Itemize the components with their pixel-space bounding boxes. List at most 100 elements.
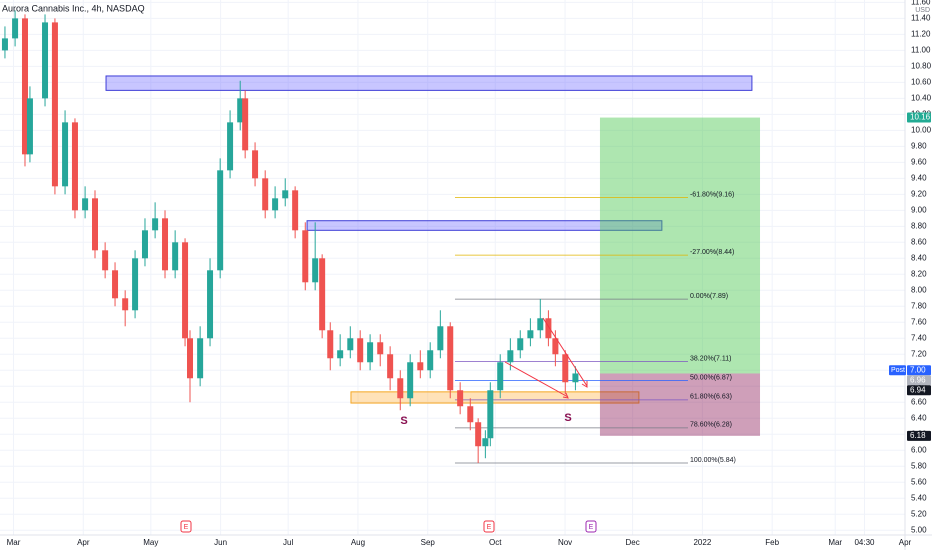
y-tick-label: 11.20 xyxy=(911,29,931,38)
zone xyxy=(306,220,663,231)
zone xyxy=(105,75,753,91)
fib-label: -27.00%(8.44) xyxy=(690,249,734,256)
x-tick-label: Nov xyxy=(558,538,572,547)
candle-body xyxy=(482,438,489,447)
price-badge xyxy=(907,430,931,441)
zone xyxy=(350,391,640,404)
x-tick-label: Feb xyxy=(765,538,779,547)
candle-body xyxy=(517,338,524,351)
fib-label: -61.80%(9.16) xyxy=(690,191,734,198)
y-tick-label: 8.20 xyxy=(911,269,927,278)
fib-label: 38.20%(7.11) xyxy=(690,355,732,362)
y-tick-label: 10.60 xyxy=(911,77,932,86)
event-icons: E E E xyxy=(180,520,597,533)
y-tick-label: 7.60 xyxy=(911,317,927,326)
event-icon: E xyxy=(589,524,594,531)
price-badge xyxy=(907,375,931,386)
candle-body xyxy=(367,342,374,363)
y-tick-label: 5.00 xyxy=(911,525,927,534)
candle-body xyxy=(292,190,299,231)
y-tick-label: 9.20 xyxy=(911,189,927,198)
x-tick-label: Dec xyxy=(625,538,639,547)
y-tick-label: 11.60 xyxy=(911,0,931,7)
x-tick-label: 04:30 xyxy=(854,538,875,547)
y-tick-label: 5.40 xyxy=(911,493,927,502)
candle-body xyxy=(207,270,214,339)
candle-body xyxy=(1,38,8,51)
candle-body xyxy=(572,373,579,383)
price-badge-tag xyxy=(889,365,906,376)
price-badge xyxy=(907,365,931,376)
zone xyxy=(599,373,761,436)
candle-body xyxy=(562,354,569,383)
candle-body xyxy=(51,22,58,187)
candle-body xyxy=(552,338,559,355)
candle-body xyxy=(302,230,309,283)
zone xyxy=(599,117,761,374)
y-tick-label: 8.40 xyxy=(911,253,927,262)
price-badge-label: 10.16 xyxy=(910,113,931,122)
candle-body xyxy=(357,338,364,363)
y-tick-label: 5.20 xyxy=(911,509,927,518)
candle-body xyxy=(21,18,28,155)
candle-body xyxy=(487,390,494,439)
y-tick-label: 10.40 xyxy=(911,93,932,102)
y-tick-label: 8.60 xyxy=(911,237,927,246)
candle-body xyxy=(262,178,269,211)
candle-body xyxy=(197,338,204,379)
price-badge-tag-label: Post xyxy=(891,367,905,374)
candle-body xyxy=(217,170,224,271)
x-tick-label: Sep xyxy=(421,538,436,547)
candle-body xyxy=(162,218,169,271)
y-tick-label: 6.00 xyxy=(911,445,927,454)
candle-body xyxy=(475,422,482,447)
candle-body xyxy=(26,98,33,155)
candle-body xyxy=(12,18,19,39)
price-badge-label: 6.96 xyxy=(910,375,926,384)
pattern-marker: S xyxy=(564,412,571,424)
x-tick-label: 2022 xyxy=(693,538,711,547)
candle-body xyxy=(227,122,234,171)
candle-body xyxy=(42,22,49,99)
candle-body xyxy=(337,350,344,359)
candle-body xyxy=(141,230,148,259)
trend-arrows xyxy=(504,317,588,399)
y-tick-label: 7.40 xyxy=(911,333,927,342)
fib-label: 50.00%(6.87) xyxy=(690,375,732,382)
x-tick-label: Mar xyxy=(7,538,21,547)
price-badge xyxy=(907,385,931,396)
candle-body xyxy=(122,298,129,311)
candle-body xyxy=(377,342,384,355)
y-tick-label: 11.00 xyxy=(911,45,931,54)
x-tick-label: Apr xyxy=(899,538,912,547)
y-tick-label: 9.80 xyxy=(911,141,927,150)
candle-body xyxy=(112,270,119,299)
candle-body xyxy=(252,150,259,179)
candle-body xyxy=(447,326,454,391)
candle-body xyxy=(417,362,424,371)
candle-body xyxy=(427,350,434,371)
y-tick-label: 6.60 xyxy=(911,397,927,406)
fib-label: 100.00%(5.84) xyxy=(690,457,736,464)
x-tick-label: Mar xyxy=(828,538,842,547)
y-tick-label: 9.00 xyxy=(911,205,927,214)
price-badge-label: 6.18 xyxy=(910,431,926,440)
y-tick-label: 8.80 xyxy=(911,221,927,230)
y-tick-label: 7.80 xyxy=(911,301,927,310)
candle-body xyxy=(397,378,404,399)
y-tick-label: 11.40 xyxy=(911,14,931,23)
candle-body xyxy=(152,218,159,231)
candle-body xyxy=(327,330,334,359)
candle-body xyxy=(242,98,249,151)
candle-body xyxy=(507,350,514,363)
event-icon: E xyxy=(184,524,189,531)
price-badge-label: 7.00 xyxy=(910,365,926,374)
y-tick-label: 10.80 xyxy=(911,61,932,70)
candle-body xyxy=(457,390,464,407)
y-tick-label: 8.00 xyxy=(911,285,927,294)
candle-body xyxy=(82,198,89,211)
candle-body xyxy=(545,318,552,339)
candle-body xyxy=(71,122,78,211)
